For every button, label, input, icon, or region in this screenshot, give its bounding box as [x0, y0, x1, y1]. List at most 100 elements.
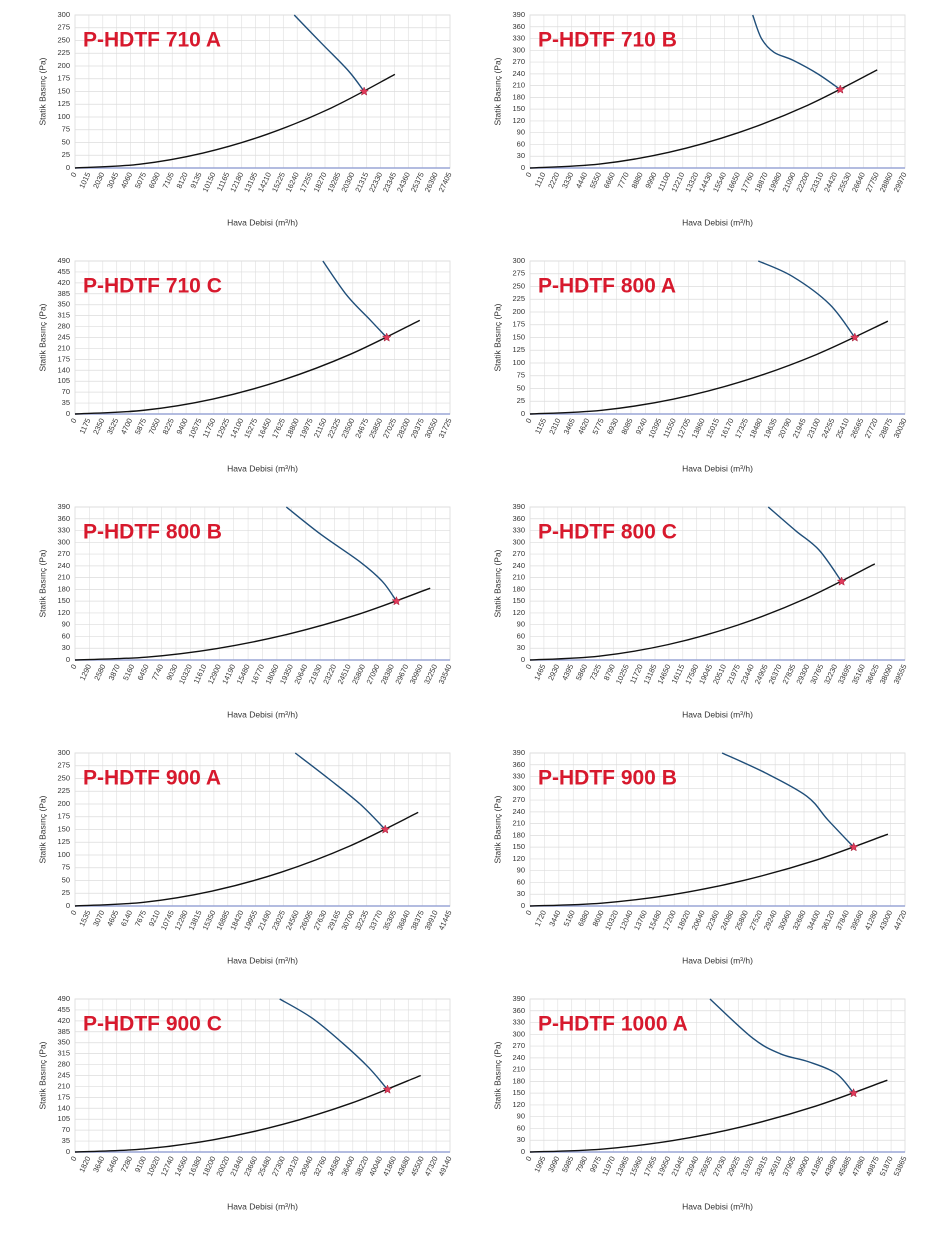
x-tick-label: 4395 [560, 663, 575, 682]
chart: 0199539905985798099751197013965159601795… [492, 994, 908, 1211]
y-tick-label: 60 [517, 631, 525, 640]
y-tick-label: 210 [57, 573, 70, 582]
y-tick-label: 225 [512, 294, 525, 303]
y-tick-label: 150 [57, 596, 70, 605]
y-tick-label: 0 [521, 901, 525, 910]
y-tick-label: 150 [512, 332, 525, 341]
x-tick-label: 6140 [119, 909, 134, 928]
y-tick-label: 360 [512, 760, 525, 769]
y-tick-label: 275 [512, 269, 525, 278]
y-tick-label: 35 [62, 398, 70, 407]
x-tick-label: 1290 [78, 663, 93, 682]
x-tick-label: 4620 [576, 417, 591, 436]
y-tick-label: 390 [512, 994, 525, 1003]
x-axis-title: Hava Debisi (m³/h) [227, 709, 298, 719]
y-tick-label: 240 [512, 561, 525, 570]
chart: 0 1720 3440 5160 6880 86001032012040137601548… [492, 748, 908, 965]
operating-point [359, 86, 370, 96]
x-tick-label: 29970 [892, 171, 909, 194]
y-tick-label: 390 [512, 748, 525, 757]
x-tick-label: 31725 [437, 417, 454, 440]
chart: 0182036405460728091001092012740145601638… [37, 994, 453, 1211]
y-tick-label: 90 [517, 128, 525, 137]
y-tick-label: 210 [512, 819, 525, 828]
y-tick-label: 315 [57, 1049, 70, 1058]
y-tick-label: 105 [57, 376, 70, 385]
y-tick-label: 0 [521, 409, 525, 418]
operating-point [848, 1087, 859, 1098]
x-tick-label: 30030 [892, 417, 909, 440]
x-tick-label: 53865 [892, 1155, 909, 1178]
y-tick-label: 175 [57, 812, 70, 821]
x-tick-label: 33540 [437, 663, 454, 686]
x-tick-label: 3870 [107, 663, 122, 682]
y-tick-label: 50 [62, 875, 70, 884]
x-tick-label: 8085 [619, 417, 634, 436]
y-tick-label: 490 [57, 994, 70, 1003]
y-tick-label: 240 [512, 807, 525, 816]
y-tick-label: 250 [512, 281, 525, 290]
y-tick-label: 390 [57, 502, 70, 511]
curve [279, 998, 389, 1091]
y-tick-label: 60 [517, 877, 525, 886]
operating-point [836, 576, 847, 586]
x-tick-label: 1820 [77, 1155, 92, 1174]
x-tick-label: 1465 [532, 663, 547, 682]
y-tick-label: 210 [512, 1065, 525, 1074]
y-axis-title: Statik Basınç (Pa) [492, 549, 502, 617]
x-tick-label: 0 [69, 171, 79, 179]
x-tick-label: 4440 [574, 171, 589, 190]
y-tick-label: 330 [512, 34, 525, 43]
y-tick-label: 270 [57, 549, 70, 558]
y-axis-title: Statik Basınç (Pa) [37, 795, 47, 863]
x-tick-label: 7980 [574, 1155, 589, 1174]
y-axis-title: Statik Basınç (Pa) [492, 57, 502, 125]
y-tick-label: 105 [57, 1114, 70, 1123]
y-tick-label: 210 [512, 81, 525, 90]
y-tick-label: 350 [57, 300, 70, 309]
y-tick-label: 180 [512, 830, 525, 839]
x-tick-label: 49140 [437, 1155, 454, 1178]
x-tick-label: 1155 [533, 417, 548, 435]
y-tick-label: 140 [57, 1103, 70, 1112]
chart-title: P-HDTF 900 A [83, 767, 221, 790]
y-tick-label: 455 [57, 267, 70, 276]
y-axis-title: Statik Basınç (Pa) [37, 303, 47, 371]
x-tick-label: 44720 [892, 909, 909, 932]
x-tick-label: 5460 [105, 1155, 120, 1174]
y-tick-label: 225 [57, 48, 70, 57]
y-tick-label: 50 [517, 383, 525, 392]
y-tick-label: 360 [512, 22, 525, 31]
y-axis-title: Statik Basınç (Pa) [37, 57, 47, 125]
y-tick-label: 0 [66, 163, 70, 172]
chart-title: P-HDTF 900 B [538, 767, 677, 790]
y-tick-label: 30 [517, 151, 525, 160]
operating-point [380, 824, 391, 834]
y-tick-label: 300 [512, 537, 525, 546]
x-tick-label: 4060 [119, 171, 134, 190]
curve [721, 752, 855, 848]
y-axis-title: Statik Basınç (Pa) [492, 303, 502, 371]
y-tick-label: 25 [517, 396, 525, 405]
y-tick-label: 360 [57, 514, 70, 523]
x-tick-label: 27405 [437, 171, 454, 194]
y-tick-label: 270 [512, 57, 525, 66]
y-tick-label: 0 [66, 901, 70, 910]
y-tick-label: 330 [512, 1018, 525, 1027]
y-tick-label: 280 [57, 322, 70, 331]
y-tick-label: 350 [57, 1038, 70, 1047]
y-tick-label: 120 [512, 1100, 525, 1109]
y-tick-label: 240 [512, 1053, 525, 1062]
x-tick-label: 6090 [147, 171, 162, 190]
y-tick-label: 100 [57, 850, 70, 859]
y-tick-label: 385 [57, 1027, 70, 1036]
y-tick-label: 0 [521, 1147, 525, 1156]
y-tick-label: 90 [517, 866, 525, 875]
y-tick-label: 330 [57, 526, 70, 535]
x-tick-label: 0 [524, 417, 534, 425]
x-tick-label: 8225 [161, 417, 176, 436]
y-tick-label: 270 [512, 1041, 525, 1050]
x-tick-label: 1015 [77, 171, 92, 190]
y-tick-label: 280 [57, 1060, 70, 1069]
